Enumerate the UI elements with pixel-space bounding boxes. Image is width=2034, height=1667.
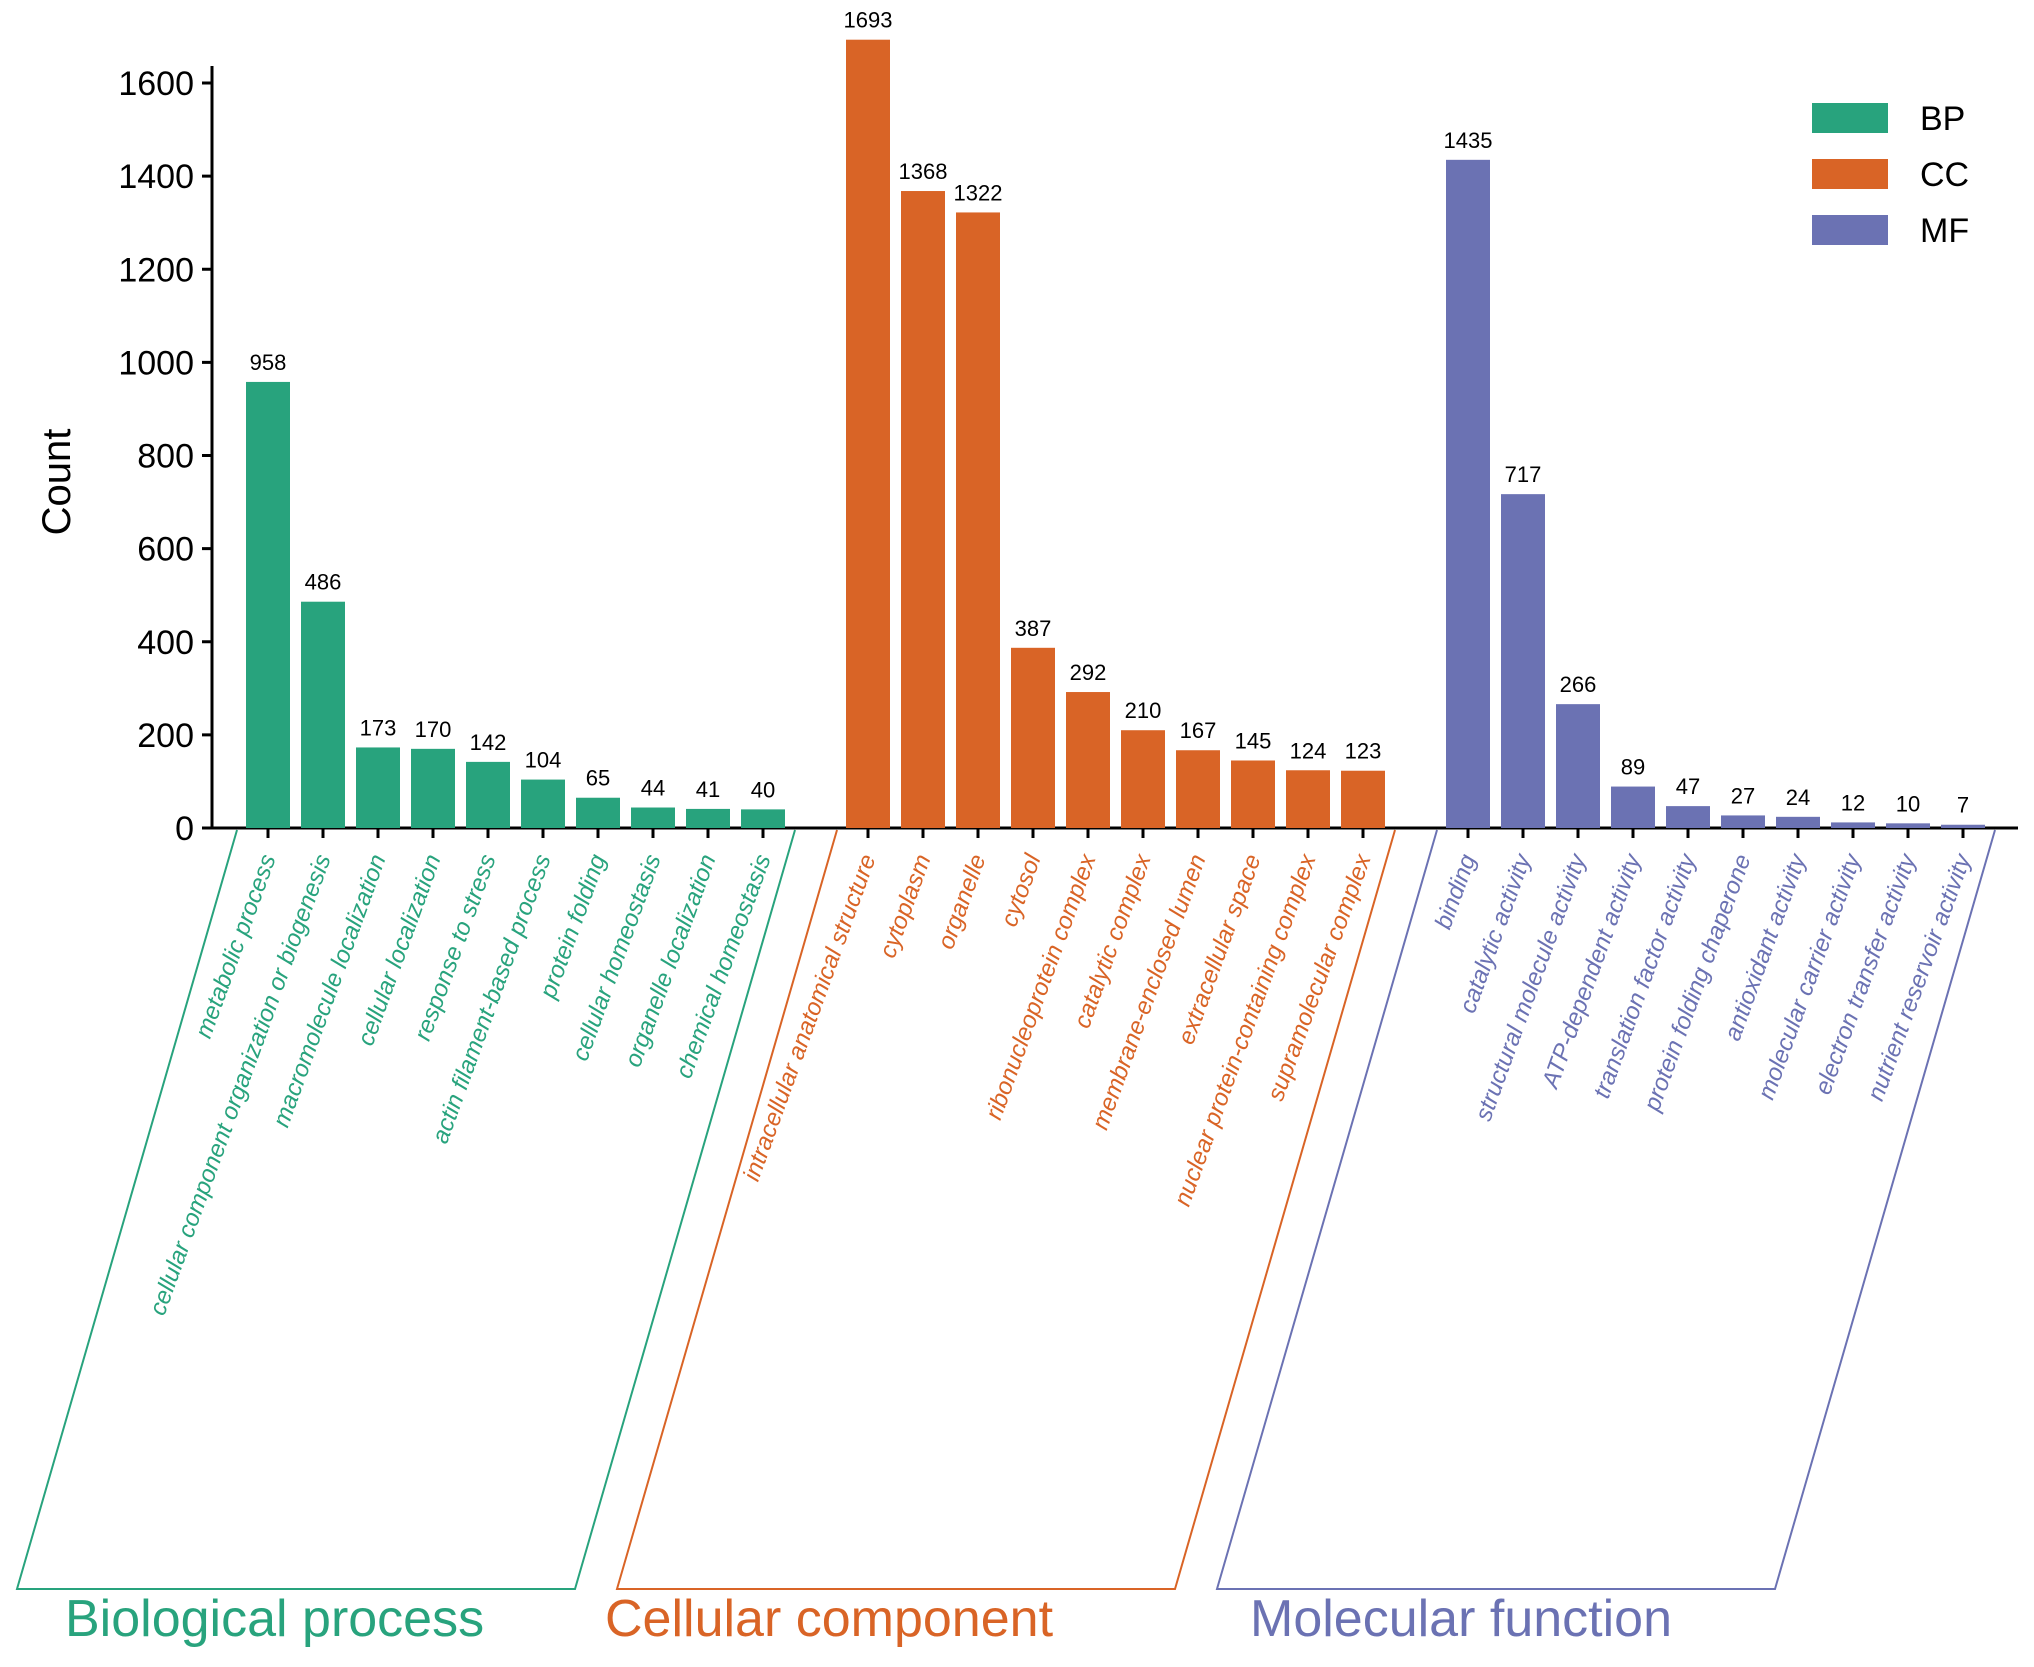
- y-tick-label: 0: [175, 810, 194, 848]
- value-label: 10: [1896, 791, 1920, 816]
- bar-supramolecular-complex: [1341, 770, 1385, 828]
- y-tick-label: 600: [137, 531, 194, 569]
- category-label-nutrient-reservoir-activity: nutrient reservoir activity: [1862, 849, 1977, 1105]
- bar-nuclear-protein-containing-complex: [1286, 770, 1330, 828]
- y-tick-label: 1200: [118, 251, 194, 289]
- value-label: 173: [360, 715, 397, 740]
- value-label: 65: [586, 766, 610, 791]
- bar-chemical-homeostasis: [741, 809, 785, 828]
- category-label-cytoplasm: cytoplasm: [874, 851, 936, 962]
- group-frame-mf: [1215, 829, 1996, 1590]
- bar-cytoplasm: [901, 191, 945, 828]
- bar-cellular-component-organization-or-biogenesis: [301, 601, 345, 828]
- value-label: 1435: [1444, 128, 1493, 153]
- bar-membrane-enclosed-lumen: [1176, 750, 1220, 828]
- y-tick-label: 200: [137, 717, 194, 755]
- bar-catalytic-activity: [1501, 494, 1545, 828]
- bar-catalytic-complex: [1121, 730, 1165, 828]
- y-tick-label: 400: [137, 624, 194, 662]
- x-axis: [211, 826, 2018, 838]
- y-axis: 0 200 400 600 800 1000 1200 1400 1600: [118, 65, 214, 848]
- legend-label-bp: BP: [1920, 100, 1965, 138]
- bar-metabolic-process: [246, 381, 290, 828]
- bar-cellular-localization: [411, 748, 455, 828]
- bar-macromolecule-localization: [356, 747, 400, 828]
- group-label-cellular-component: Cellular component: [605, 1590, 1054, 1648]
- bar-response-to-stress: [466, 761, 510, 828]
- category-label-binding: binding: [1430, 850, 1482, 933]
- bar-binding: [1446, 159, 1490, 828]
- value-label: 292: [1070, 660, 1107, 685]
- group-label-molecular-function: Molecular function: [1250, 1590, 1672, 1648]
- bar-translation-factor-activity: [1666, 806, 1710, 828]
- value-label: 7: [1957, 793, 1969, 818]
- value-label: 387: [1015, 616, 1052, 641]
- value-label: 167: [1180, 718, 1217, 743]
- bar-cytosol: [1011, 647, 1055, 828]
- value-label: 145: [1235, 728, 1272, 753]
- bar-antioxidant-activity: [1776, 816, 1820, 828]
- value-label: 717: [1505, 462, 1542, 487]
- value-label: 12: [1841, 790, 1865, 815]
- group-frames: Biological process Cellular component Mole…: [15, 829, 1996, 1648]
- category-label-organelle: organelle: [932, 851, 991, 953]
- bar-organelle: [956, 212, 1000, 829]
- group-frame-cc: [615, 829, 1396, 1590]
- y-tick-label: 1400: [118, 158, 194, 196]
- bar-structural-molecule-activity: [1556, 704, 1600, 828]
- bar-extracellular-space: [1231, 760, 1275, 828]
- category-label-electron-transfer-activity: electron transfer activity: [1810, 849, 1923, 1098]
- value-label: 89: [1621, 755, 1645, 780]
- bars: [246, 39, 1985, 829]
- category-label-cytosol: cytosol: [996, 850, 1047, 930]
- legend-label-cc: CC: [1920, 156, 1969, 194]
- bar-cellular-homeostasis: [631, 807, 675, 828]
- group-frame-bp: [15, 829, 796, 1590]
- value-label: 123: [1345, 739, 1382, 764]
- legend-swatch-bp: [1812, 103, 1888, 133]
- group-label-biological-process: Biological process: [65, 1590, 484, 1648]
- y-tick-label: 1000: [118, 344, 194, 382]
- value-label: 41: [696, 777, 720, 802]
- bar-electron-transfer-activity: [1886, 823, 1930, 828]
- value-label: 1322: [954, 180, 1003, 205]
- y-tick-label: 800: [137, 438, 194, 476]
- value-label: 1368: [899, 159, 948, 184]
- legend-swatch-cc: [1812, 159, 1888, 189]
- category-label-supramolecular-complex: supramolecular complex: [1262, 850, 1377, 1105]
- value-label: 210: [1125, 698, 1162, 723]
- value-label: 104: [525, 748, 562, 773]
- value-label: 142: [470, 730, 507, 755]
- y-axis-label: Count: [35, 429, 79, 536]
- value-label: 124: [1290, 738, 1327, 763]
- bar-actin-filament-based-process: [521, 779, 565, 828]
- value-label: 266: [1560, 672, 1597, 697]
- bar-molecular-carrier-activity: [1831, 822, 1875, 828]
- bar-ribonucleoprotein-complex: [1066, 692, 1110, 828]
- value-label: 170: [415, 717, 452, 742]
- value-label: 40: [751, 777, 775, 802]
- value-label: 486: [305, 570, 342, 595]
- bar-nutrient-reservoir-activity: [1941, 824, 1985, 828]
- bar-intracellular-anatomical-structure: [846, 39, 890, 828]
- legend-swatch-mf: [1812, 215, 1888, 245]
- legend: BP CC MF: [1812, 100, 1969, 250]
- value-label: 1693: [844, 8, 893, 33]
- legend-label-mf: MF: [1920, 212, 1969, 250]
- bar-protein-folding-chaperone: [1721, 815, 1765, 828]
- bar-atp-dependent-activity: [1611, 786, 1655, 828]
- value-label: 958: [250, 350, 287, 375]
- y-tick-label: 1600: [118, 65, 194, 103]
- bar-organelle-localization: [686, 808, 730, 828]
- value-label: 24: [1786, 785, 1810, 810]
- bar-protein-folding: [576, 797, 620, 828]
- value-label: 27: [1731, 783, 1755, 808]
- value-label: 44: [641, 776, 665, 801]
- value-label: 47: [1676, 774, 1700, 799]
